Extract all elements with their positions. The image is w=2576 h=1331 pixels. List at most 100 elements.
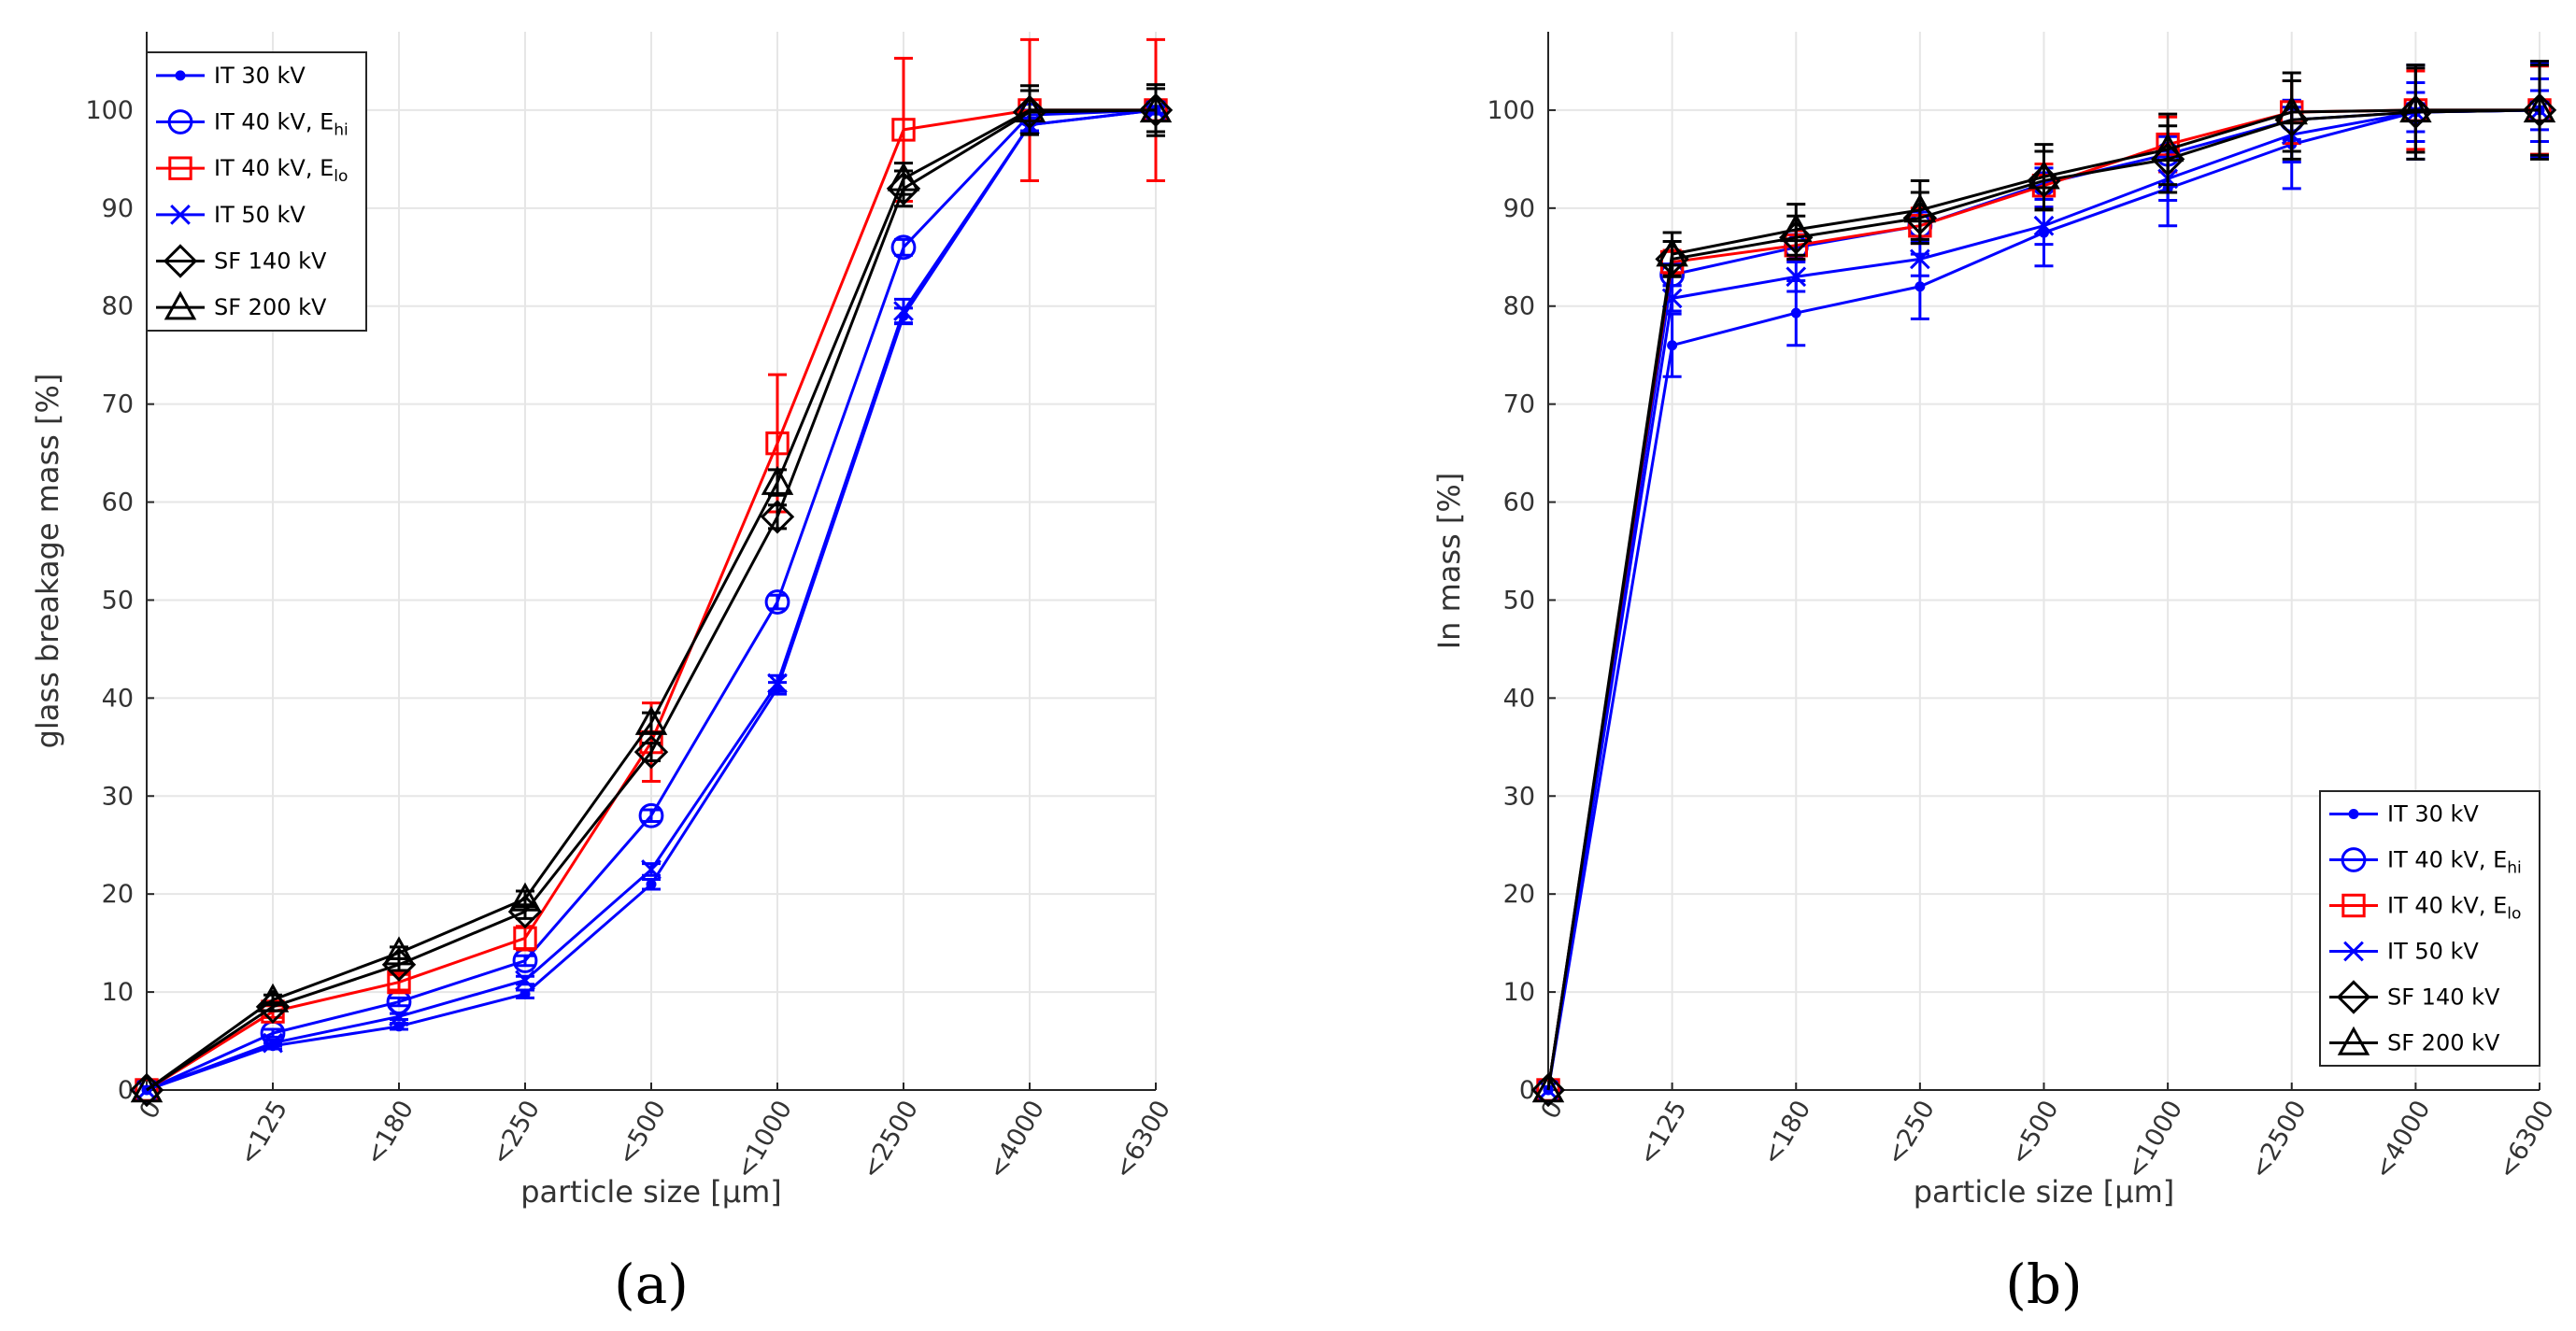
y-tick-label: 20: [102, 880, 134, 909]
legend-marker: [2348, 809, 2359, 819]
data-point: [519, 988, 531, 999]
y-tick-label: 10: [102, 978, 134, 1007]
data-point: [765, 431, 790, 456]
y-axis-label: In mass [%]: [1431, 473, 1467, 650]
data-point: [1790, 307, 1801, 319]
x-tick-label: <2500: [2244, 1096, 2313, 1184]
data-point: [646, 879, 657, 890]
data-point: [1780, 213, 1813, 243]
y-tick-label: 80: [1503, 292, 1535, 321]
legend-label: IT 40 kV, Ehi: [2387, 847, 2522, 878]
error-bar: [2034, 143, 2054, 211]
error-bar: [1786, 203, 1806, 257]
y-tick-label: 10: [1503, 978, 1535, 1007]
legend-marker: [2341, 893, 2366, 918]
error-bar: [2282, 71, 2301, 153]
error-bar: [390, 945, 408, 960]
data-point: [129, 1072, 164, 1108]
x-tick-label: <4000: [983, 1096, 1051, 1184]
y-tick-label: 60: [102, 489, 134, 517]
x-tick-label: <1000: [2121, 1096, 2189, 1184]
data-point: [2399, 93, 2432, 123]
data-point: [393, 1021, 405, 1032]
x-tick-label: <250: [486, 1096, 546, 1170]
legend-marker: [2336, 980, 2371, 1014]
data-point: [389, 1006, 409, 1027]
legend-label: IT 50 kV: [214, 202, 306, 228]
legend-label: IT 30 kV: [2387, 801, 2479, 828]
legend-label: SF 200 kV: [2387, 1030, 2500, 1056]
data-point: [634, 705, 668, 735]
series-sf-200-kv: [1531, 64, 2556, 1103]
data-point: [507, 894, 543, 929]
error-bar: [2158, 112, 2178, 187]
data-point: [641, 859, 662, 880]
data-point: [893, 301, 914, 321]
x-axis-label: particle size [µm]: [520, 1174, 782, 1210]
data-point: [891, 118, 916, 142]
data-point: [130, 1073, 164, 1103]
error-bar: [2530, 64, 2549, 157]
error-bar: [2406, 66, 2426, 154]
y-tick-label: 40: [102, 684, 134, 713]
data-point: [764, 589, 790, 615]
legend-marker: [163, 244, 198, 278]
error-bar: [516, 954, 534, 968]
x-tick-label: <1000: [731, 1096, 799, 1184]
legend-marker: [2343, 941, 2364, 962]
data-point: [638, 802, 664, 828]
data-point: [515, 970, 535, 991]
data-point: [2028, 160, 2060, 190]
data-point: [2151, 133, 2185, 163]
data-point: [887, 162, 920, 191]
data-point: [633, 734, 669, 770]
x-tick-label: <250: [1881, 1096, 1941, 1170]
y-tick-label: 30: [102, 782, 134, 811]
y-tick-label: 50: [102, 586, 134, 615]
data-point: [2275, 95, 2308, 125]
panel-label: (b): [2005, 1253, 2082, 1316]
legend: IT 30 kV IT 40 kV, Ehi IT 40 kV, Elo IT 50 …: [2319, 790, 2540, 1067]
x-tick-label: <180: [360, 1096, 420, 1170]
data-point: [382, 936, 416, 966]
error-bar: [768, 593, 787, 611]
series-sf-200-kv: [130, 83, 1173, 1103]
data-point: [1530, 1072, 1566, 1108]
data-point: [1656, 237, 1688, 267]
data-point: [2523, 93, 2556, 123]
legend: IT 30 kV IT 40 kV, Ehi IT 40 kV, Elo IT 50 …: [146, 51, 367, 332]
error-bar: [642, 808, 661, 824]
legend-label: SF 140 kV: [2387, 984, 2500, 1011]
x-tick-label: <6300: [1109, 1096, 1177, 1184]
legend-box: [146, 51, 367, 332]
legend-label: IT 40 kV, Ehi: [214, 109, 349, 140]
error-bar: [390, 996, 408, 1008]
legend-marker: [167, 109, 193, 135]
error-bar: [1910, 178, 1929, 241]
x-axis-label: particle size [µm]: [1914, 1174, 2175, 1210]
legend-box: [2319, 790, 2540, 1067]
legend-marker: [168, 156, 192, 180]
data-point: [1910, 248, 1930, 270]
x-tick-label: <180: [1757, 1096, 1816, 1170]
legend-marker: [170, 204, 191, 225]
data-point: [1531, 1073, 1565, 1103]
data-point: [1013, 93, 1046, 123]
data-point: [1914, 281, 1926, 292]
y-tick-label: 30: [1503, 782, 1535, 811]
panel-label: (a): [614, 1253, 689, 1316]
legend-label-subscript: hi: [2507, 859, 2522, 878]
legend-label: IT 30 kV: [214, 63, 306, 89]
y-axis-label: glass breakage mass [%]: [30, 374, 65, 749]
data-point: [1903, 193, 1937, 223]
y-tick-label: 70: [1503, 390, 1535, 419]
data-point: [760, 500, 795, 534]
data-point: [1667, 340, 1678, 351]
legend-label-subscript: lo: [2507, 905, 2521, 924]
data-point: [890, 234, 917, 261]
y-tick-label: 40: [1503, 684, 1535, 713]
y-tick-label: 90: [102, 194, 134, 223]
error-bar: [516, 889, 534, 909]
